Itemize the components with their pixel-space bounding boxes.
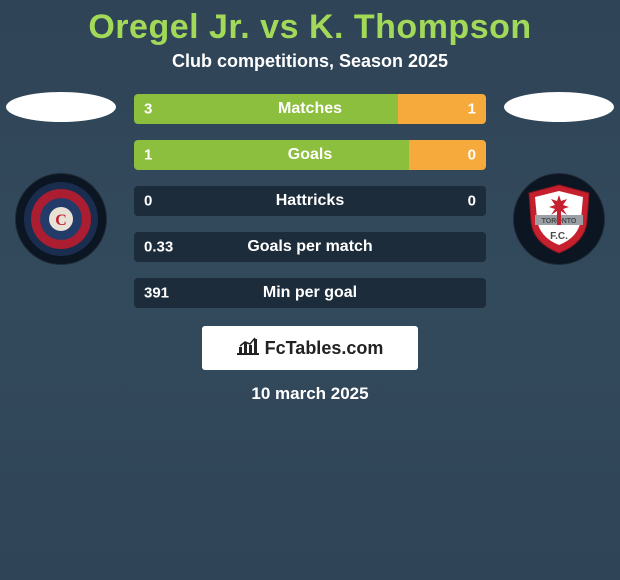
right-team-column: TORONTO F.C. [504, 92, 614, 264]
right-team-badge: TORONTO F.C. [514, 174, 604, 264]
stat-label: Goals per match [134, 238, 486, 256]
brand-text: FcTables.com [265, 338, 384, 359]
comparison-panel: C 3Matches11Goals00Hattricks00.33Goals p… [0, 92, 620, 308]
stat-row: 0.33Goals per match [134, 232, 486, 262]
left-team-ellipse [6, 92, 116, 122]
page-subtitle: Club competitions, Season 2025 [0, 51, 620, 92]
stats-block: 3Matches11Goals00Hattricks00.33Goals per… [134, 94, 486, 308]
stat-value-right: 1 [468, 101, 476, 118]
stat-label: Matches [134, 100, 486, 118]
stat-value-right: 0 [468, 147, 476, 164]
page-title: Oregel Jr. vs K. Thompson [0, 0, 620, 51]
toronto-fc-logo: TORONTO F.C. [521, 181, 597, 257]
stat-label: Goals [134, 146, 486, 164]
stat-row: 3Matches1 [134, 94, 486, 124]
brand-watermark: FcTables.com [202, 326, 418, 370]
date-label: 10 march 2025 [0, 384, 620, 404]
right-team-ellipse [504, 92, 614, 122]
stat-row: 1Goals0 [134, 140, 486, 170]
stat-label: Hattricks [134, 192, 486, 210]
left-team-column: C [6, 92, 116, 264]
chicago-fire-logo: C [23, 181, 99, 257]
stat-row: 0Hattricks0 [134, 186, 486, 216]
stat-row: 391Min per goal [134, 278, 486, 308]
stat-label: Min per goal [134, 284, 486, 302]
chart-icon [237, 337, 259, 360]
left-team-badge: C [16, 174, 106, 264]
svg-text:F.C.: F.C. [550, 231, 568, 242]
svg-text:C: C [55, 212, 67, 229]
stat-value-right: 0 [468, 193, 476, 210]
